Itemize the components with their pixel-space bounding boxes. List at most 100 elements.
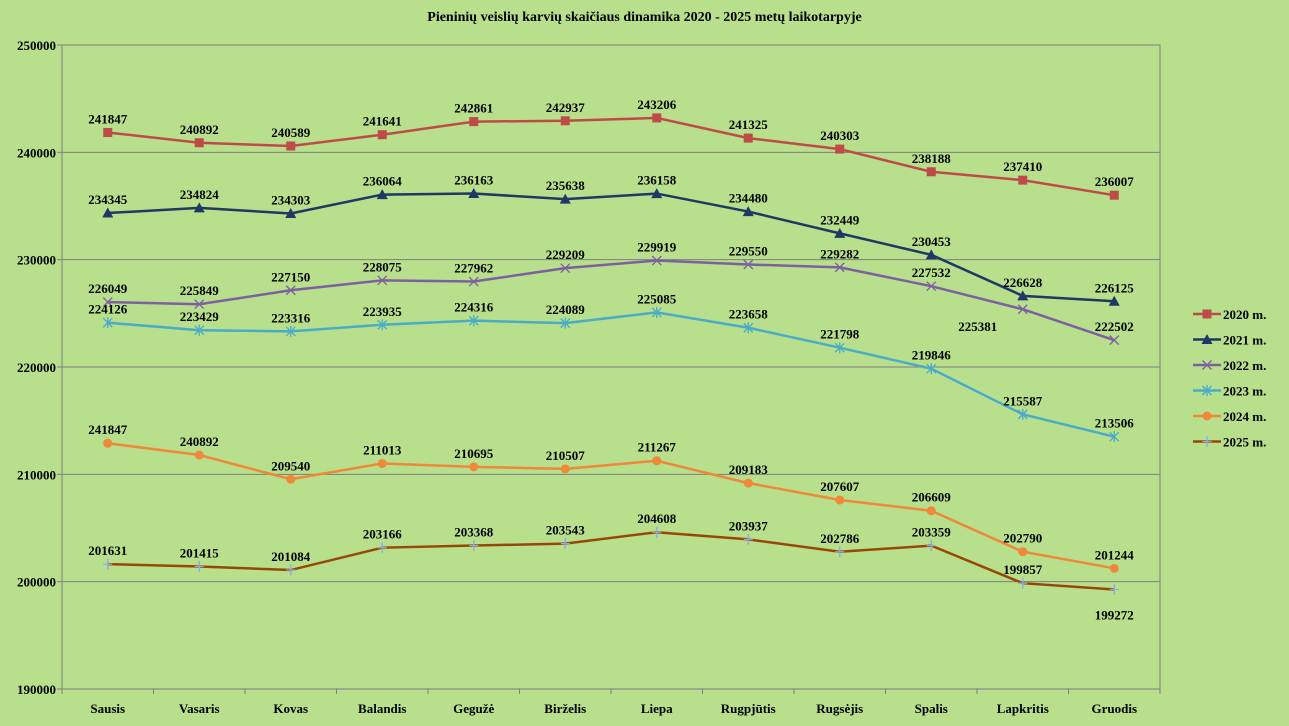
marker-square (103, 128, 113, 138)
data-label: 202790 (1003, 531, 1042, 546)
marker-x (468, 276, 479, 287)
marker-x (834, 262, 845, 273)
marker-circle (652, 456, 662, 466)
x-tick-label: Birželis (544, 701, 586, 716)
data-label: 236163 (454, 173, 494, 188)
x-tick-label: Vasaris (179, 701, 220, 716)
data-label: 203359 (912, 525, 952, 540)
data-label: 223658 (729, 307, 769, 322)
series-2025-m: 201631 201415 201084 203166 203368 203543 2046… (88, 511, 1134, 622)
marker-square (743, 133, 753, 143)
data-label: 223316 (271, 310, 311, 325)
y-tick-label: 190000 (17, 682, 56, 697)
marker-x (1202, 360, 1212, 370)
marker-square (652, 113, 662, 123)
marker-triangle (193, 202, 205, 213)
data-label: 226049 (88, 281, 128, 296)
marker-circle (1202, 411, 1212, 421)
data-label: 201244 (1095, 547, 1135, 562)
marker-circle (469, 462, 479, 472)
data-label: 203368 (454, 525, 494, 540)
data-label: 240892 (180, 434, 219, 449)
marker-square (377, 130, 387, 140)
marker-x (377, 275, 388, 286)
data-label: 227962 (454, 261, 493, 276)
marker-x (285, 285, 296, 296)
data-label: 232449 (820, 212, 860, 227)
marker-triangle (285, 207, 297, 218)
data-label: 199857 (1003, 562, 1043, 577)
marker-circle (743, 478, 753, 488)
data-label: 241847 (88, 112, 128, 127)
marker-triangle (925, 249, 937, 260)
data-label: 225381 (958, 319, 997, 334)
data-label: 204608 (637, 511, 677, 526)
data-label: 224316 (454, 300, 494, 315)
series-line (107, 530, 1115, 591)
data-label: 224089 (546, 302, 586, 317)
data-label: 240892 (180, 122, 219, 137)
data-label: 236064 (363, 174, 403, 189)
data-label: 229550 (729, 243, 768, 258)
marker-x (651, 255, 662, 266)
data-label: 242861 (454, 101, 493, 116)
data-label: 223429 (180, 309, 220, 324)
y-tick-label: 240000 (17, 145, 56, 160)
legend-label: 2021 m. (1223, 333, 1266, 348)
marker-circle (560, 464, 570, 474)
x-tick-label: Rugsėjis (816, 701, 863, 716)
series-2024-m: 241847 240892 209540 211013 210695 210507 2112… (88, 422, 1134, 573)
legend-label: 2020 m. (1223, 307, 1266, 322)
data-label: 206609 (912, 490, 952, 505)
marker-square (560, 116, 570, 126)
series-2021-m: 234345 234824 234303 236064 236163 235638 2361… (88, 173, 1134, 306)
data-label: 215587 (1003, 393, 1043, 408)
y-tick-label: 210000 (17, 467, 56, 482)
marker-x (1109, 335, 1120, 346)
x-tick-label: Rugpjūtis (721, 701, 776, 716)
data-label: 223935 (363, 304, 403, 319)
data-label: 203543 (546, 523, 586, 538)
legend-label: 2024 m. (1223, 409, 1266, 424)
data-label: 228075 (363, 259, 403, 274)
data-label: 207607 (820, 479, 860, 494)
data-label: 211013 (363, 442, 402, 457)
data-label: 236007 (1095, 174, 1135, 189)
legend-item: 2024 m. (1193, 409, 1266, 424)
data-label: 199272 (1095, 607, 1134, 622)
data-label: 229919 (637, 240, 677, 255)
data-label: 226628 (1003, 275, 1043, 290)
data-label: 234303 (271, 192, 311, 207)
marker-x (102, 297, 113, 308)
data-label: 240303 (820, 128, 860, 143)
data-label: 203166 (363, 527, 403, 542)
marker-square (926, 167, 936, 177)
data-label: 225849 (180, 283, 220, 298)
marker-triangle (376, 189, 388, 200)
series-line (107, 259, 1115, 342)
data-label: 230453 (912, 234, 952, 249)
marker-square (1109, 190, 1119, 200)
chart-title: Pieninių veislių karvių skaičiaus dinami… (427, 10, 862, 25)
x-tick-label: Spalis (915, 701, 948, 716)
legend-label: 2023 m. (1223, 384, 1266, 399)
marker-triangle (1108, 295, 1120, 306)
y-tick-label: 250000 (17, 38, 56, 53)
data-label: 225085 (637, 291, 677, 306)
marker-triangle (468, 188, 480, 199)
data-label: 242937 (546, 100, 586, 115)
marker-circle (103, 438, 113, 448)
marker-square (1018, 175, 1028, 185)
data-label: 211267 (638, 440, 677, 455)
data-label: 234345 (88, 192, 128, 207)
marker-circle (377, 458, 387, 468)
x-tick-label: Kovas (273, 701, 308, 716)
marker-triangle (742, 206, 754, 217)
marker-x (194, 299, 205, 310)
series-2020-m: 241847 240892 240589 241641 242861 242937 2432… (88, 97, 1134, 200)
y-tick-label: 200000 (17, 575, 56, 590)
marker-triangle (834, 227, 846, 238)
legend-label: 2022 m. (1223, 358, 1266, 373)
legend-item: 2020 m. (1193, 307, 1266, 322)
